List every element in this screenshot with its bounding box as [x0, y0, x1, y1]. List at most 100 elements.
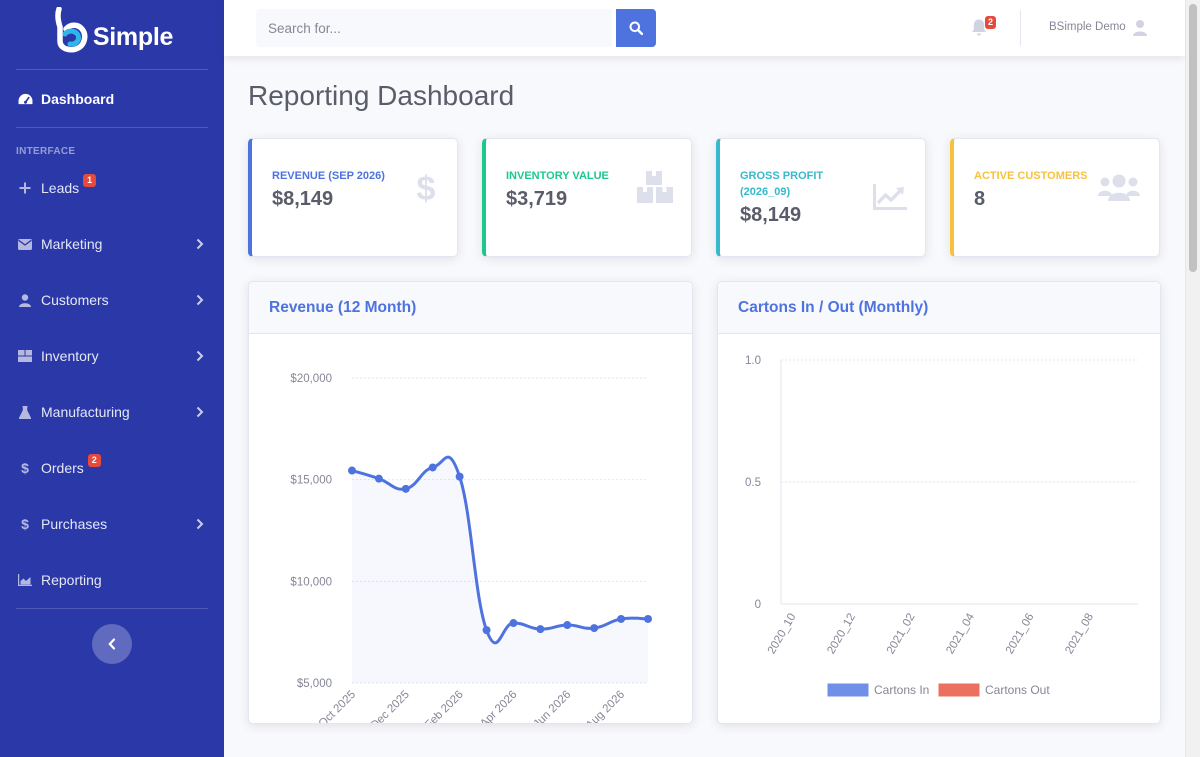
revenue-point	[644, 614, 652, 623]
alerts-badge: 2	[985, 16, 997, 29]
search-icon	[629, 21, 643, 35]
tachometer-icon	[17, 91, 33, 107]
chevron-left-icon	[108, 638, 116, 650]
y-tick-label: $5,000	[297, 678, 332, 690]
revenue-point	[563, 621, 572, 630]
leads-badge: 1	[83, 173, 97, 187]
x-tick-label: 2020_10	[766, 612, 799, 657]
kpi-value: $8,149	[740, 204, 802, 226]
revenue-point	[374, 474, 383, 483]
sidebar-item-label: Leads	[41, 180, 80, 196]
y-tick-label: 0.5	[745, 477, 761, 489]
y-tick-label: $10,000	[290, 576, 332, 588]
search-button[interactable]	[616, 9, 656, 47]
sidebar-item-label: Orders	[41, 460, 84, 476]
sidebar-item-reporting[interactable]: Reporting	[0, 560, 224, 600]
svg-text:$: $	[21, 461, 29, 475]
scrollbar-thumb[interactable]	[1189, 4, 1197, 272]
x-tick-label: Dec 2025	[369, 689, 412, 723]
x-tick-label: Jun 2026	[531, 689, 573, 723]
x-tick-label: 2021_06	[1004, 612, 1037, 657]
chevron-right-icon	[196, 406, 204, 418]
sidebar-item-orders[interactable]: $ Orders 2	[0, 448, 224, 488]
sidebar-item-label: Marketing	[41, 236, 103, 252]
dollar-icon: $	[17, 460, 33, 476]
revenue-area-fill	[352, 457, 648, 683]
brand[interactable]: Simple	[16, 0, 208, 70]
sidebar-item-purchases[interactable]: $ Purchases	[0, 504, 224, 544]
boxes-icon	[637, 171, 673, 203]
kpi-label: GROSS PROFIT (2026_09)	[740, 170, 824, 198]
revenue-chart-card: Revenue (12 Month) $5,000 $10,000 $15,000 $…	[248, 281, 693, 732]
kpi-card-revenue: REVENUE (SEP 2026) $8,149 $	[248, 138, 458, 257]
sidebar-heading: INTERFACE	[16, 146, 76, 157]
sidebar-item-label: Reporting	[41, 572, 102, 588]
cartons-bar-chart: 0 0.5 1.0 2020_10 2020_12 2021_02 2021_04 2021_…	[745, 355, 1138, 697]
sidebar-item-customers[interactable]: Customers	[0, 280, 224, 320]
legend-label: Cartons In	[874, 683, 929, 697]
kpi-card-gross-profit: GROSS PROFIT (2026_09) $8,149	[716, 138, 926, 257]
kpi-label: INVENTORY VALUE	[506, 170, 609, 182]
sidebar-item-leads[interactable]: Leads 1	[0, 168, 224, 208]
chart-title: Revenue (12 Month)	[269, 299, 417, 316]
page-scrollbar[interactable]	[1185, 0, 1200, 757]
x-tick-label: Aug 2026	[584, 689, 627, 723]
legend-swatch	[827, 683, 869, 697]
user-icon	[17, 292, 33, 308]
y-tick-label: 0	[755, 599, 761, 611]
user-avatar-icon[interactable]	[1132, 19, 1148, 37]
chevron-right-icon	[196, 518, 204, 530]
sidebar-item-dashboard[interactable]: Dashboard	[0, 79, 224, 119]
x-tick-label: 2021_04	[944, 611, 977, 656]
orders-badge: 2	[87, 453, 101, 467]
kpi-card-inventory-value: INVENTORY VALUE $3,719	[482, 138, 692, 257]
sidebar-item-label: Purchases	[41, 516, 108, 532]
kpi-label: ACTIVE CUSTOMERS	[974, 170, 1088, 182]
svg-text:$: $	[417, 170, 436, 204]
x-tick-label: 2020_12	[825, 612, 858, 657]
chart-card-header: Revenue (12 Month)	[249, 282, 692, 334]
legend-swatch	[938, 683, 980, 697]
boxes-icon	[17, 348, 33, 364]
sidebar-toggle-button[interactable]	[92, 624, 132, 664]
sidebar-item-marketing[interactable]: Marketing	[0, 224, 224, 264]
users-icon	[1098, 174, 1140, 201]
user-name[interactable]: BSimple Demo	[1049, 21, 1126, 33]
kpi-value: $3,719	[506, 188, 568, 210]
y-tick-label: 1.0	[745, 355, 761, 367]
x-tick-label: 2021_02	[885, 612, 918, 657]
revenue-point	[428, 463, 437, 472]
revenue-point	[617, 614, 626, 623]
sidebar-item-inventory[interactable]: Inventory	[0, 336, 224, 376]
sidebar-item-label: Dashboard	[41, 91, 115, 107]
page-title: Reporting Dashboard	[248, 80, 515, 111]
kpi-value: $8,149	[272, 188, 334, 210]
chevron-right-icon	[196, 350, 204, 362]
sidebar-item-label: Inventory	[41, 348, 99, 364]
sidebar-divider	[16, 127, 208, 128]
x-tick-label: Oct 2025	[317, 689, 358, 723]
revenue-point	[401, 484, 410, 493]
topbar: 2 BSimple Demo	[224, 0, 1185, 56]
y-tick-label: $20,000	[290, 373, 332, 385]
kpi-value: 8	[974, 188, 986, 210]
sidebar-divider	[16, 608, 208, 609]
revenue-line-chart: $5,000 $10,000 $15,000 $20,000 Oct 2025 Dec 2…	[290, 373, 652, 732]
chart-area-icon	[17, 572, 33, 588]
revenue-point	[348, 466, 356, 475]
sidebar-item-label: Manufacturing	[41, 404, 130, 420]
flask-icon	[17, 404, 33, 420]
chart-title: Cartons In / Out (Monthly)	[738, 299, 929, 316]
revenue-point	[455, 472, 464, 481]
kpi-card-active-customers: ACTIVE CUSTOMERS 8	[950, 138, 1160, 257]
kpi-label: REVENUE (SEP 2026)	[272, 170, 385, 182]
brand-logo-icon	[55, 6, 88, 52]
x-tick-label: Feb 2026	[423, 689, 466, 723]
topbar-divider	[1020, 10, 1021, 46]
chevron-right-icon	[196, 238, 204, 250]
sidebar-item-manufacturing[interactable]: Manufacturing	[0, 392, 224, 432]
y-tick-label: $15,000	[290, 475, 332, 487]
search-input[interactable]	[256, 9, 612, 47]
chart-card-header: Cartons In / Out (Monthly)	[718, 282, 1160, 334]
bell-icon[interactable]	[970, 18, 988, 38]
